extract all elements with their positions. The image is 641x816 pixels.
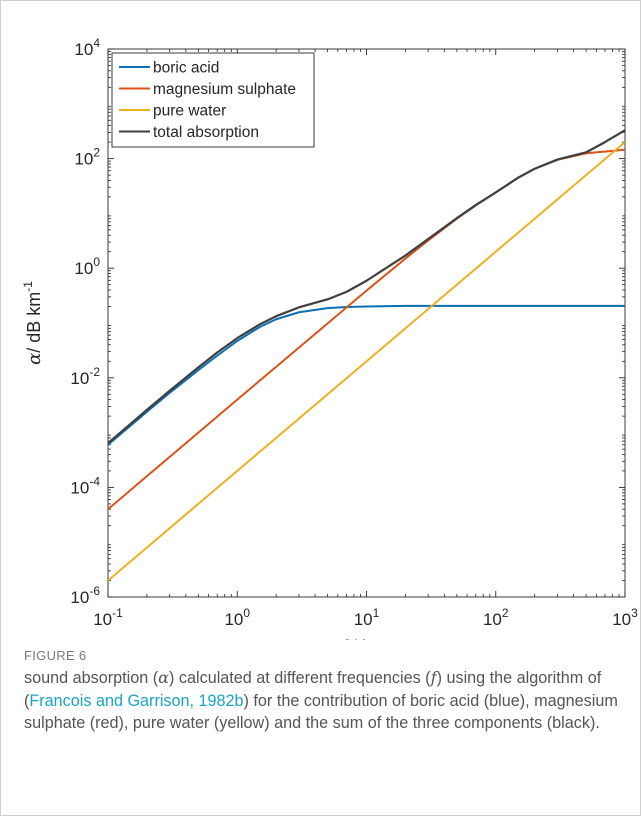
- x-tick-label: 102: [483, 606, 509, 629]
- caption-text: sound absorption (α) calculated at diffe…: [24, 667, 624, 735]
- y-tick-label: 10-4: [70, 474, 100, 497]
- figure-label: FIGURE 6: [24, 648, 87, 663]
- caption-f: f: [430, 668, 437, 687]
- y-tick-label: 100: [74, 255, 100, 278]
- caption-alpha: α: [158, 668, 170, 687]
- y-tick-label: 102: [74, 146, 100, 169]
- series-line-pure-water: [108, 141, 625, 582]
- figure-caption: FIGURE 6 sound absorption (α) calculated…: [24, 648, 624, 735]
- x-tick-label: 10-1: [93, 606, 123, 629]
- x-tick-label: 103: [612, 606, 638, 629]
- x-tick-label: 100: [224, 606, 250, 629]
- legend-label: total absorption: [153, 124, 259, 141]
- y-tick-label: 10-6: [70, 584, 100, 607]
- caption-part-2: ) calculated at different frequencies (: [169, 669, 431, 687]
- caption-part-4: ) for the contribution of boric acid (bl…: [24, 691, 618, 733]
- legend-label: magnesium sulphate: [153, 81, 296, 98]
- caption-reference-link[interactable]: Francois and Garrison, 1982b: [29, 691, 244, 710]
- series-line-boric-acid: [108, 304, 625, 446]
- series-line-total-absorption: [108, 129, 625, 445]
- absorption-chart: 10-1 100 101 102 103 10-6 10-4 10-2 100 102 104 f /…: [21, 36, 638, 640]
- legend-label: boric acid: [153, 60, 219, 77]
- y-tick-label: 104: [74, 36, 100, 59]
- y-tick-label: 10-2: [70, 365, 100, 388]
- caption-part-1: sound absorption (: [24, 669, 159, 687]
- series-line-magnesium-sulphate: [108, 148, 625, 510]
- legend-label: pure water: [153, 103, 226, 120]
- caption-part-3: ) using the algorithm of (: [24, 669, 602, 710]
- x-tick-label: 101: [354, 606, 380, 629]
- y-axis-label: α/ dB km-1: [21, 281, 45, 365]
- x-axis-label: f / kHz: [338, 637, 393, 640]
